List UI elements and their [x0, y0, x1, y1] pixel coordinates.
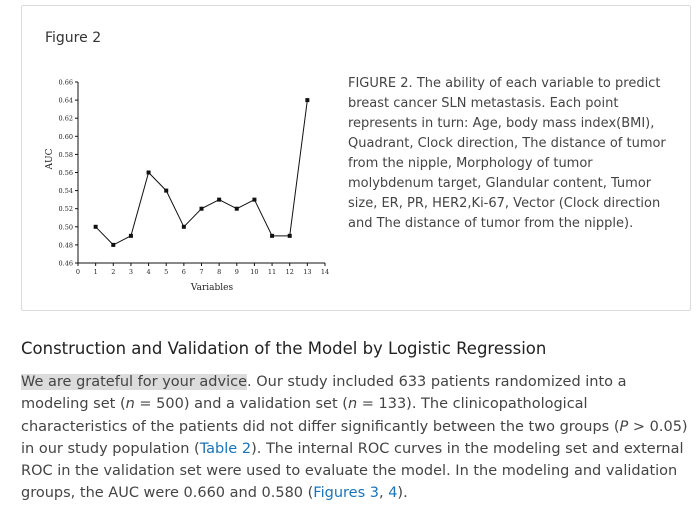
x-tick-labels: 0 1 2 3 4 5 6 7 8 9 10 11 12 13 14	[76, 268, 329, 276]
x-tick-label: 6	[182, 268, 186, 276]
data-point-marker	[93, 224, 98, 229]
data-point-marker	[234, 206, 239, 211]
x-tick-label: 4	[147, 268, 151, 276]
x-tick-label: 7	[199, 268, 203, 276]
paragraph-text: > 0.05) in our study population (	[21, 418, 688, 457]
y-tick-label: 0.66	[59, 79, 73, 87]
y-tick-label: 0.58	[59, 151, 73, 159]
y-tick-label: 0.62	[59, 115, 73, 123]
y-tick-labels: 0.46 0.48 0.50 0.52 0.54 0.56 0.58 0.60 0.62 0.64…	[59, 79, 73, 268]
x-tick-label: 12	[286, 268, 294, 276]
data-point-marker	[252, 197, 257, 202]
table-2-link[interactable]: Table 2	[199, 440, 252, 457]
y-tick-label: 0.52	[59, 205, 73, 213]
italic-p: P	[619, 418, 629, 435]
auc-series-markers	[93, 98, 310, 247]
x-tick-label: 2	[111, 268, 115, 276]
auc-series-line	[95, 100, 308, 246]
data-point-marker	[181, 224, 186, 229]
x-tick-label: 13	[303, 268, 311, 276]
paragraph-text: ). The internal ROC curves in the modeli…	[21, 440, 684, 502]
data-point-marker	[146, 170, 151, 175]
y-axis-label: AUC	[45, 148, 55, 170]
y-tick-label: 0.56	[59, 169, 73, 177]
data-point-marker	[217, 197, 222, 202]
x-tick-label: 8	[217, 268, 221, 276]
x-tick-label: 11	[268, 268, 276, 276]
paragraph-text: = 500) and a validation set (	[134, 396, 348, 413]
y-tick-label: 0.54	[59, 187, 73, 195]
data-point-marker	[199, 206, 204, 211]
x-tick-label: 14	[321, 268, 329, 276]
data-point-marker	[128, 233, 133, 238]
x-tick-label: 1	[94, 268, 98, 276]
figure-4-link[interactable]: 4	[388, 485, 398, 502]
paragraph-text: = 133). The clinicopathological characte…	[21, 396, 620, 435]
italic-n: n	[347, 396, 358, 413]
x-tick-label: 9	[235, 268, 239, 276]
figure-label: Figure 2	[45, 30, 102, 46]
data-point-marker	[111, 242, 116, 247]
figure-3-link[interactable]: Figures 3	[313, 485, 379, 502]
auc-line-chart: 0.46 0.48 0.50 0.52 0.54 0.56 0.58 0.60 0.62 0.64…	[45, 79, 329, 294]
x-tick-label: 5	[164, 268, 168, 276]
data-point-marker	[164, 188, 169, 193]
figure-caption: FIGURE 2. The ability of each variable t…	[348, 76, 666, 231]
figure-container: Figure 2 0.46 0.48 0.50 0.52 0.54 0.56 0.58 0.6…	[21, 5, 691, 311]
italic-n: n	[125, 396, 135, 413]
data-point-marker	[287, 233, 292, 238]
data-point-marker	[305, 98, 310, 103]
paragraph-text: ,	[378, 485, 389, 502]
chart-axes	[75, 81, 326, 266]
body-paragraph: We are grateful for your advice. Our stu…	[21, 371, 693, 505]
y-tick-label: 0.46	[59, 260, 73, 268]
y-tick-label: 0.64	[59, 97, 73, 105]
y-tick-label: 0.60	[59, 133, 73, 141]
x-tick-label: 0	[76, 268, 80, 276]
section-heading: Construction and Validation of the Model…	[21, 339, 547, 358]
x-tick-label: 10	[250, 268, 258, 276]
paragraph-text: . Our study included 633 patients random…	[21, 374, 627, 413]
y-tick-label: 0.50	[59, 223, 73, 231]
x-axis-label: Variables	[190, 283, 234, 293]
x-tick-label: 3	[129, 268, 133, 276]
highlighted-text[interactable]: We are grateful for your advice	[21, 374, 248, 390]
y-tick-label: 0.48	[59, 241, 73, 249]
data-point-marker	[270, 233, 275, 238]
paragraph-text: ).	[397, 485, 408, 502]
